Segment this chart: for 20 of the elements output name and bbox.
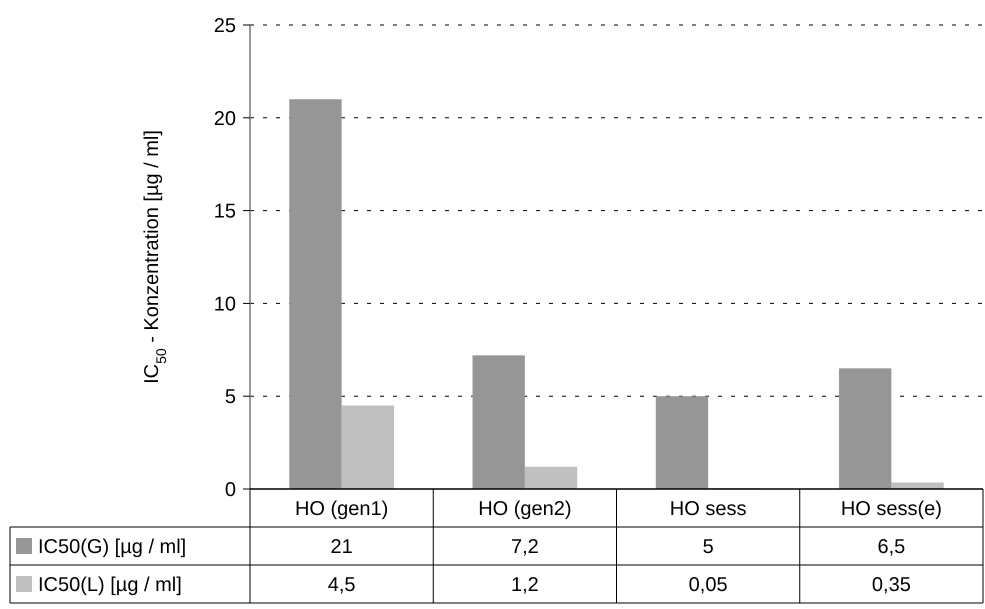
legend-label: IC50(G) [µg / ml]: [38, 536, 186, 558]
y-tick-label: 20: [214, 108, 236, 130]
x-tick-label: HO (gen2): [478, 498, 572, 520]
x-tick-label: HO sess(e): [840, 498, 942, 520]
data-label: 6,5: [877, 536, 906, 558]
data-label: 1,2: [510, 574, 539, 596]
y-tick-label: 5: [224, 386, 236, 408]
data-label: 7,2: [510, 536, 539, 558]
data-label: 21: [330, 536, 353, 558]
y-tick-label: 25: [214, 15, 236, 37]
x-tick-label: HO sess: [670, 498, 746, 520]
y-tick-label: 15: [214, 200, 236, 223]
legend-label: IC50(L) [µg / ml]: [38, 574, 182, 596]
data-label: 0,05: [688, 574, 728, 596]
y-tick-label: 10: [214, 293, 236, 316]
x-tick-label: HO (gen1): [294, 498, 388, 520]
data-label: 0,35: [872, 574, 911, 596]
data-label: 5: [702, 536, 714, 558]
data-label: 4,5: [328, 574, 356, 596]
y-tick-label: 0: [224, 479, 236, 501]
